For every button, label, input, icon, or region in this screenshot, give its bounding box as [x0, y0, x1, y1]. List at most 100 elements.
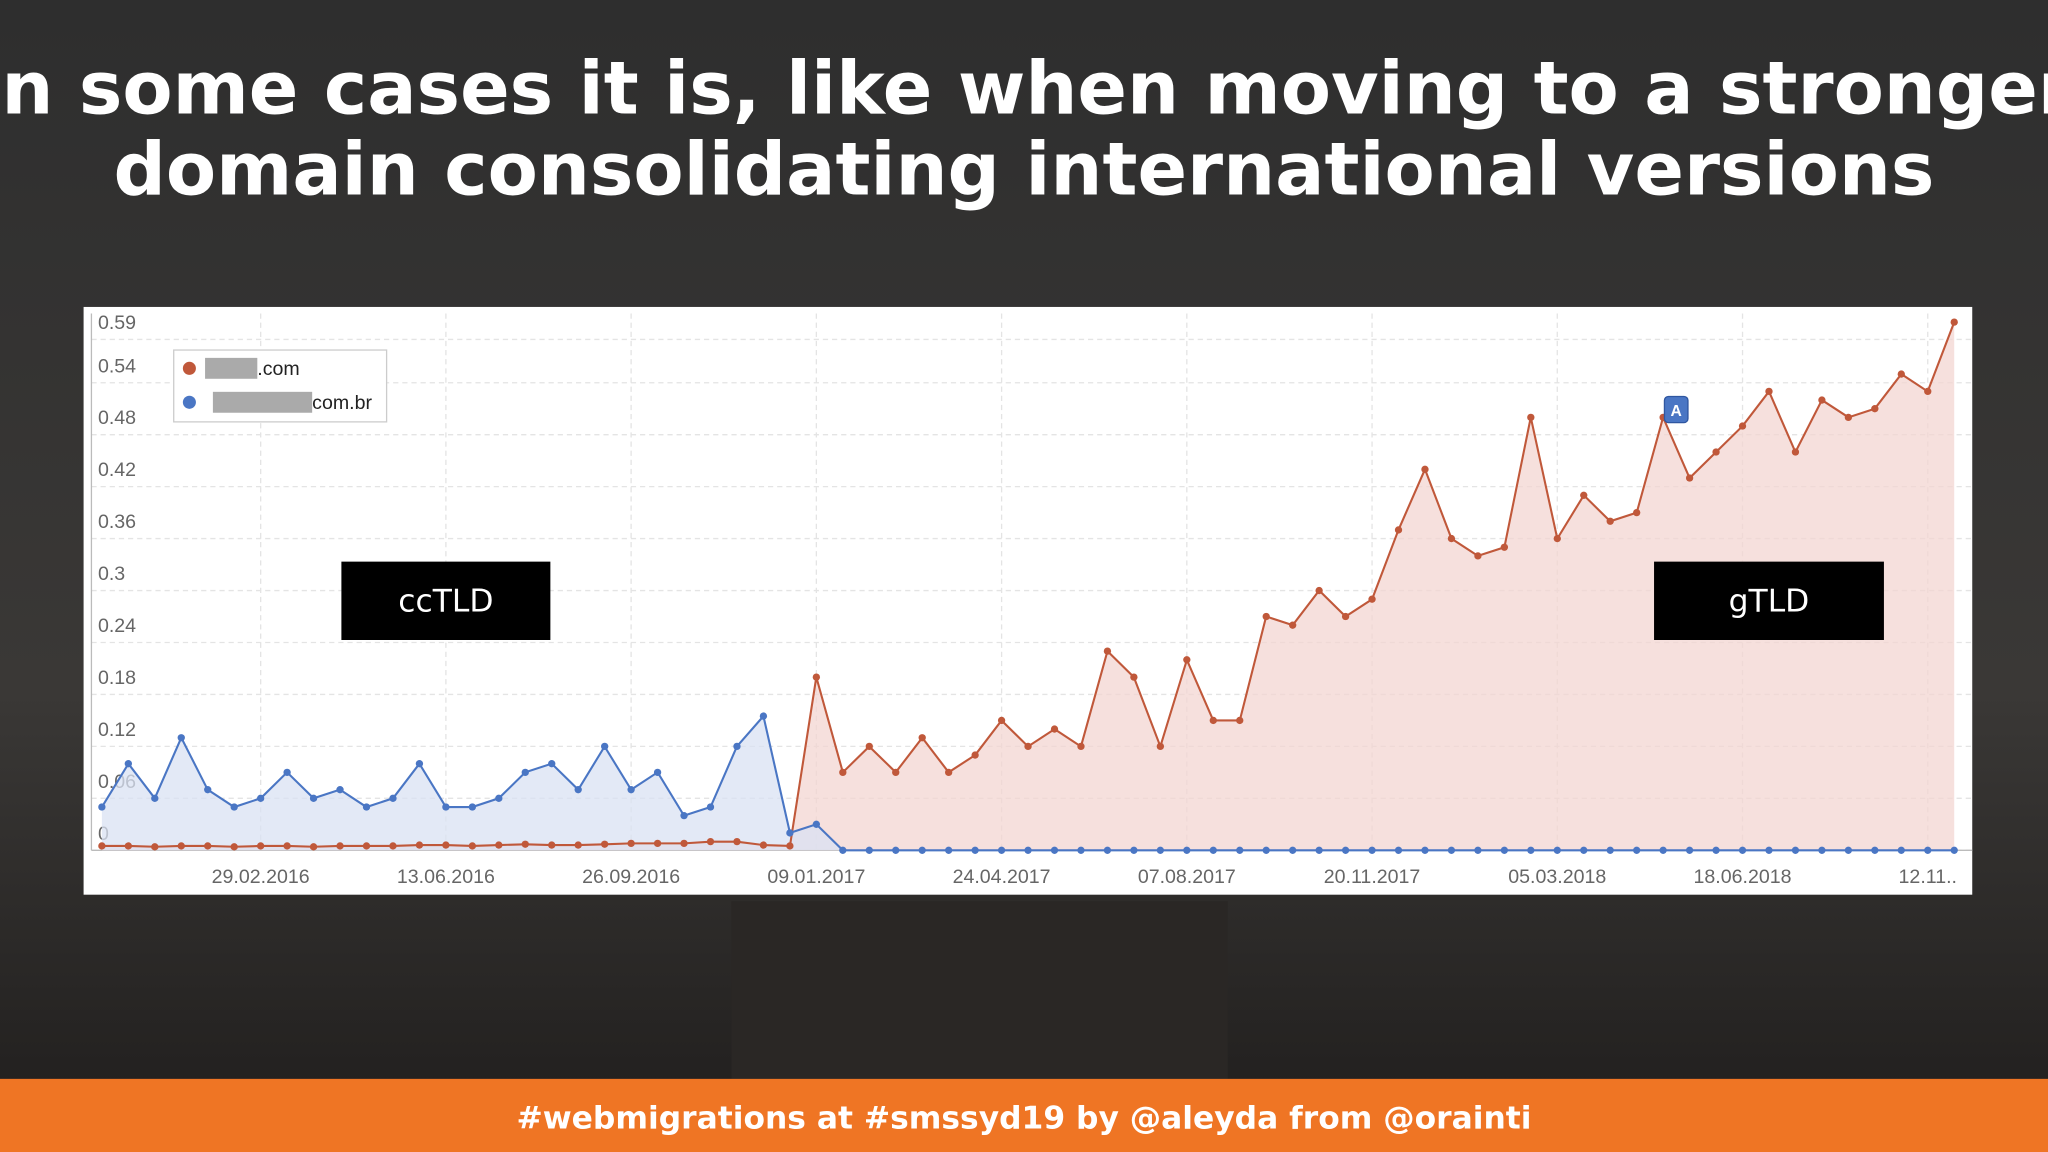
point — [1394, 846, 1403, 854]
point — [1183, 846, 1191, 854]
point — [1500, 846, 1509, 854]
point — [574, 786, 582, 794]
box-shape — [731, 901, 1228, 1079]
point — [468, 803, 477, 811]
point — [1818, 846, 1826, 854]
point — [812, 673, 821, 681]
point — [1103, 846, 1112, 854]
point — [1103, 647, 1112, 655]
point — [362, 803, 371, 811]
point — [1606, 846, 1614, 854]
point — [124, 760, 132, 768]
point — [706, 837, 715, 846]
point — [389, 842, 397, 850]
point — [918, 846, 926, 854]
point — [1341, 612, 1350, 621]
point — [1130, 673, 1138, 681]
point — [945, 768, 953, 777]
point — [733, 837, 741, 846]
point — [653, 839, 662, 848]
point — [1950, 318, 1958, 326]
point — [442, 841, 450, 849]
point — [1289, 621, 1297, 629]
x-tick-label: 20.11.2017 — [1324, 866, 1421, 888]
point — [1897, 370, 1905, 378]
point — [1421, 846, 1429, 854]
point — [548, 841, 556, 849]
point — [1156, 742, 1165, 751]
area — [101, 322, 1955, 851]
area — [101, 716, 1955, 851]
legend-label: com.br — [312, 392, 372, 414]
redaction — [212, 391, 313, 413]
point — [521, 840, 529, 848]
point — [733, 742, 741, 751]
point — [574, 841, 582, 849]
point — [1130, 846, 1138, 854]
point — [1050, 846, 1059, 854]
point — [865, 742, 873, 751]
y-tick-label: 0.24 — [98, 615, 136, 637]
point — [1262, 846, 1270, 854]
point — [1262, 612, 1270, 621]
x-tick-label: 26.09.2016 — [582, 866, 680, 888]
point — [98, 842, 106, 850]
point — [971, 846, 979, 854]
point — [1024, 742, 1032, 751]
flag — [1663, 395, 1689, 424]
point — [1553, 534, 1561, 543]
x-tick-label: 24.04.2017 — [953, 866, 1051, 888]
point — [1633, 508, 1641, 517]
x-tick-label: 12.11.. — [1899, 866, 1957, 888]
point — [521, 768, 529, 777]
annotation-box — [341, 561, 551, 640]
point — [1791, 846, 1800, 854]
y-tick-label: 0.59 — [98, 312, 136, 334]
point — [680, 811, 688, 820]
legend-label: .com — [257, 358, 299, 380]
point — [759, 841, 768, 849]
footer: #webmigrations at #smssyd19 by @aleyda f… — [516, 1100, 1531, 1136]
point — [1077, 742, 1085, 751]
point — [1924, 387, 1932, 396]
point — [1421, 465, 1429, 473]
x-tick-label: 09.01.2017 — [767, 866, 865, 888]
point — [706, 803, 715, 811]
point — [1183, 656, 1191, 664]
point — [1738, 846, 1747, 854]
point — [786, 842, 794, 850]
point — [468, 842, 477, 850]
point — [1447, 846, 1456, 854]
point — [627, 839, 635, 848]
point — [1289, 846, 1297, 854]
x-tick-label: 07.08.2017 — [1138, 866, 1236, 888]
point — [627, 786, 635, 794]
point — [1685, 474, 1694, 482]
point — [1236, 846, 1244, 854]
x-tick-label: 18.06.2018 — [1694, 866, 1792, 888]
point — [1765, 846, 1773, 854]
point — [204, 786, 212, 794]
point — [1818, 396, 1826, 404]
point — [653, 768, 662, 777]
y-tick-label: 0.3 — [98, 563, 125, 585]
point — [1236, 716, 1244, 725]
point — [230, 803, 238, 811]
point — [415, 841, 424, 849]
annotation-box — [1654, 561, 1884, 640]
point — [362, 842, 371, 850]
point — [1315, 846, 1323, 854]
point — [812, 820, 821, 828]
annotation: gTLD — [1729, 583, 1810, 619]
point — [945, 846, 953, 854]
point — [997, 846, 1006, 854]
point — [918, 734, 926, 742]
footer-bar — [0, 1078, 2048, 1152]
point — [1580, 491, 1588, 499]
point — [177, 842, 185, 850]
point — [971, 751, 979, 759]
point — [1712, 846, 1720, 854]
plot: 00.060.120.180.240.30.360.420.480.540.59… — [90, 312, 1973, 888]
y-tick-label: 0.36 — [98, 511, 136, 533]
x-tick-label: 05.03.2018 — [1508, 866, 1606, 888]
